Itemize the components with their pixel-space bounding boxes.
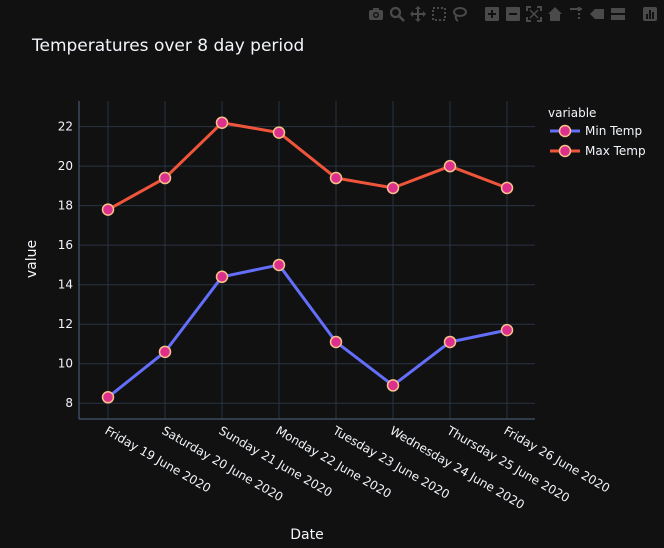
data-point-min-temp[interactable] xyxy=(272,258,286,272)
data-point-min-temp[interactable] xyxy=(101,391,115,404)
data-point-min-temp[interactable] xyxy=(443,335,457,349)
series-layer xyxy=(101,116,514,404)
data-point-max-temp[interactable] xyxy=(500,181,514,195)
y-tick-label: 16 xyxy=(58,238,73,252)
data-point-max-temp[interactable] xyxy=(443,159,457,173)
data-point-max-temp[interactable] xyxy=(101,203,115,216)
box-select-icon[interactable] xyxy=(431,6,447,22)
data-point-max-temp[interactable] xyxy=(158,171,172,185)
zoom-icon[interactable] xyxy=(389,6,405,22)
data-point-min-temp[interactable] xyxy=(329,335,343,349)
y-axis-title: value xyxy=(24,240,40,278)
modebar xyxy=(368,3,658,25)
series-min-temp xyxy=(101,258,514,404)
data-point-max-temp[interactable] xyxy=(329,171,343,185)
autoscale-icon[interactable] xyxy=(526,6,542,22)
y-tick-label: 20 xyxy=(58,159,73,173)
data-point-max-temp[interactable] xyxy=(215,116,229,129)
y-tick-label: 14 xyxy=(58,278,73,292)
hover-closest-icon[interactable] xyxy=(589,6,605,22)
legend-marker xyxy=(558,124,572,138)
legend-label: Max Temp xyxy=(585,144,646,158)
legend-title: variable xyxy=(548,106,596,120)
y-tick-label: 8 xyxy=(65,396,73,410)
data-point-min-temp[interactable] xyxy=(158,345,172,359)
y-tick-label: 22 xyxy=(58,120,73,134)
camera-icon[interactable] xyxy=(368,6,384,22)
spike-lines-icon[interactable] xyxy=(568,6,584,22)
legend-label: Min Temp xyxy=(585,124,642,138)
legend-marker xyxy=(558,144,572,158)
data-point-max-temp[interactable] xyxy=(386,181,400,195)
hover-compare-icon[interactable] xyxy=(610,6,626,22)
x-tick-label: Friday 19 June 2020 xyxy=(103,423,214,495)
data-point-min-temp[interactable] xyxy=(215,270,229,284)
plotly-logo-icon[interactable] xyxy=(642,6,658,22)
y-tick-label: 10 xyxy=(58,357,73,371)
legend: variable Min Temp Max Temp xyxy=(548,106,646,158)
data-point-max-temp[interactable] xyxy=(272,126,286,139)
y-tick-label: 18 xyxy=(58,199,73,213)
series-line-max-temp xyxy=(107,121,508,211)
series-max-temp xyxy=(101,116,514,216)
zoom-out-icon[interactable] xyxy=(505,6,521,22)
chart-title: Temperatures over 8 day period xyxy=(31,36,304,56)
y-tick-label: 12 xyxy=(58,317,73,331)
grid xyxy=(79,101,535,419)
lasso-select-icon[interactable] xyxy=(452,6,468,22)
x-axis-title: Date xyxy=(290,527,323,543)
data-point-min-temp[interactable] xyxy=(500,323,514,337)
data-point-min-temp[interactable] xyxy=(386,379,400,392)
legend-item-max-temp[interactable]: Max Temp xyxy=(550,144,646,158)
reset-axes-icon[interactable] xyxy=(547,6,563,22)
series-line-min-temp xyxy=(107,263,508,399)
zoom-in-icon[interactable] xyxy=(484,6,500,22)
legend-item-min-temp[interactable]: Min Temp xyxy=(550,124,642,138)
pan-icon[interactable] xyxy=(410,6,426,22)
